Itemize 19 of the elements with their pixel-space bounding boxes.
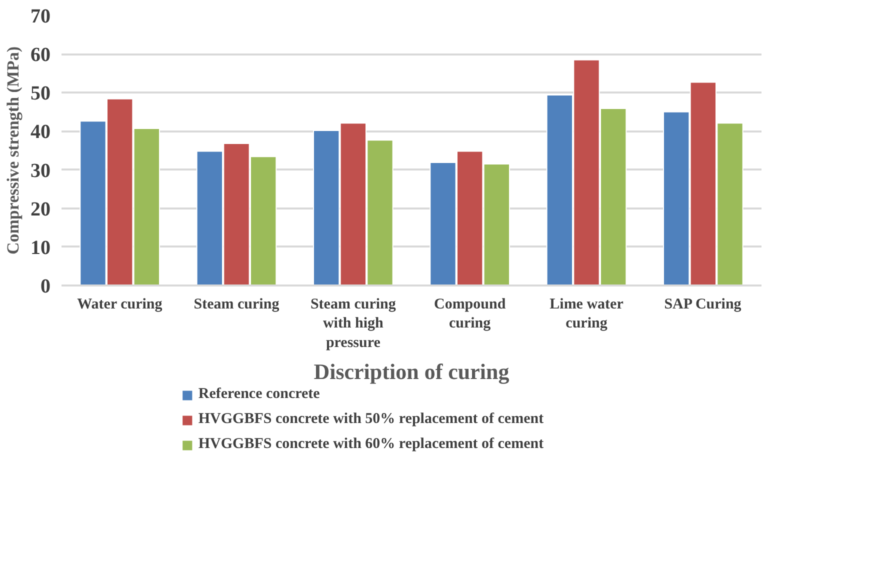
y-tick-label: 0 — [40, 276, 50, 298]
y-axis-title: Compressive strength (MPa) — [4, 46, 22, 255]
y-tick-label: 50 — [30, 82, 50, 105]
legend-label: Reference concrete — [198, 386, 320, 403]
legend-label: HVGGBFS concrete with 50% replacement of cement — [198, 411, 544, 428]
x-axis-title: Discription of curing — [314, 358, 510, 384]
x-tick-label: Water curing — [77, 296, 163, 312]
y-tick-label: 60 — [30, 44, 50, 66]
y-tick-label: 40 — [30, 121, 50, 144]
x-tick-label: Steam curing — [194, 296, 280, 312]
x-tick-label: Lime water curing — [550, 296, 624, 332]
y-tick-label: 10 — [30, 236, 50, 259]
y-tick-label: 70 — [30, 6, 50, 28]
x-tick-label: Compound curing — [434, 296, 506, 332]
x-tick-label: SAP Curing — [664, 296, 742, 312]
x-tick-label: Steam curing with high pressure — [310, 296, 396, 351]
y-tick-label: 20 — [30, 198, 50, 220]
y-tick-label: 30 — [30, 160, 50, 182]
legend-label: HVGGBFS concrete with 60% replacement of cement — [198, 436, 544, 453]
